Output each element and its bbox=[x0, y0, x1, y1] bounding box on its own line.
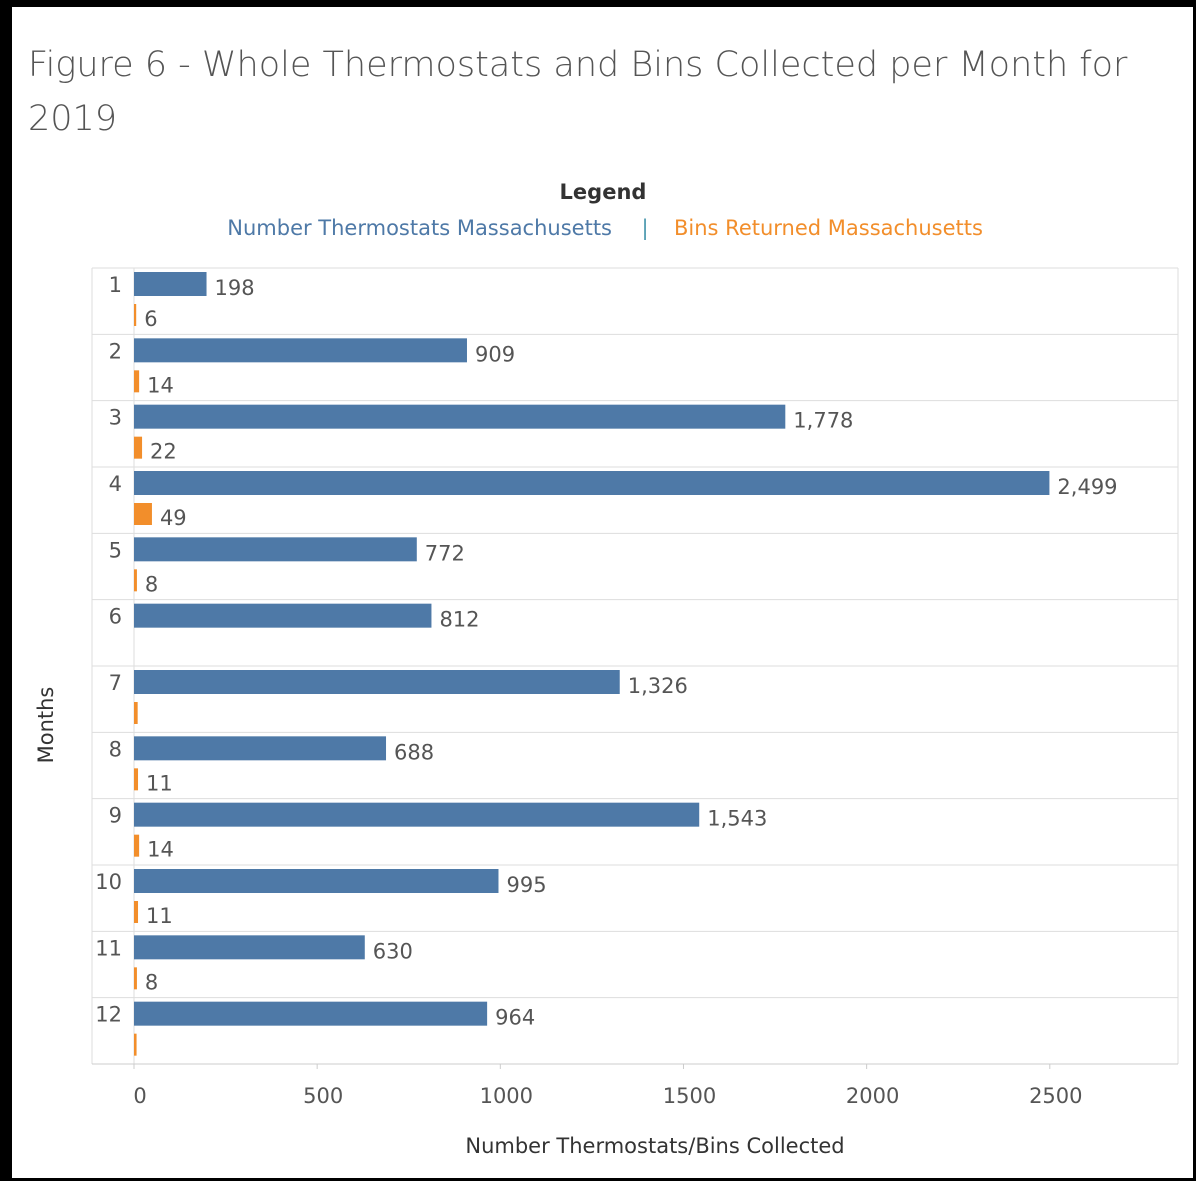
bar bbox=[134, 436, 143, 459]
data-label: 22 bbox=[150, 440, 177, 464]
x-tick-label: 0 bbox=[133, 1084, 146, 1108]
x-tick-label: 1500 bbox=[663, 1084, 716, 1108]
legend-separator: | bbox=[641, 216, 648, 241]
chart-title: Figure 6 - Whole Thermostats and Bins Co… bbox=[28, 45, 1128, 139]
y-tick-label: 5 bbox=[109, 538, 122, 562]
y-tick-label: 1 bbox=[109, 273, 122, 297]
bar bbox=[134, 802, 700, 827]
data-label: 2,499 bbox=[1057, 475, 1117, 499]
y-axis-title: Months bbox=[34, 687, 58, 764]
bar bbox=[134, 370, 140, 393]
bar bbox=[134, 603, 432, 628]
y-tick-label: 7 bbox=[109, 671, 122, 695]
data-label: 11 bbox=[146, 904, 173, 928]
bar bbox=[134, 670, 620, 694]
bar bbox=[134, 404, 786, 429]
data-label: 909 bbox=[475, 342, 515, 366]
y-tick-label: 2 bbox=[109, 339, 122, 363]
y-tick-label: 3 bbox=[109, 406, 122, 430]
legend-title: Legend bbox=[560, 180, 647, 204]
bar bbox=[134, 834, 140, 857]
x-axis-title: Number Thermostats/Bins Collected bbox=[465, 1134, 844, 1158]
bar bbox=[134, 503, 152, 525]
data-label: 11 bbox=[146, 771, 173, 795]
bar bbox=[134, 569, 137, 592]
legend-entry: Bins Returned Massachusetts bbox=[674, 216, 983, 240]
bar bbox=[134, 304, 137, 326]
bar bbox=[134, 736, 387, 761]
x-tick-label: 2000 bbox=[846, 1084, 899, 1108]
y-tick-label: 10 bbox=[95, 870, 122, 894]
bar bbox=[134, 338, 467, 363]
bar bbox=[134, 967, 137, 990]
data-label: 630 bbox=[373, 939, 413, 963]
y-tick-label: 6 bbox=[109, 605, 122, 629]
bar bbox=[134, 1033, 137, 1056]
bar bbox=[134, 869, 499, 893]
data-label: 8 bbox=[145, 970, 158, 994]
x-tick-label: 1000 bbox=[480, 1084, 533, 1108]
bar bbox=[134, 1001, 488, 1026]
data-label: 1,543 bbox=[707, 807, 767, 831]
y-tick-label: 11 bbox=[95, 936, 122, 960]
data-label: 14 bbox=[147, 373, 174, 397]
data-label: 6 bbox=[144, 307, 157, 331]
bar bbox=[134, 537, 417, 562]
data-label: 198 bbox=[215, 276, 255, 300]
data-label: 995 bbox=[506, 873, 546, 897]
bar bbox=[134, 935, 365, 960]
data-label: 14 bbox=[147, 838, 174, 862]
bar bbox=[134, 471, 1050, 495]
data-label: 772 bbox=[425, 541, 465, 565]
data-label: 8 bbox=[145, 572, 158, 596]
data-label: 49 bbox=[160, 506, 187, 530]
y-tick-label: 12 bbox=[95, 1003, 122, 1027]
y-tick-label: 4 bbox=[109, 472, 122, 496]
data-label: 688 bbox=[394, 740, 434, 764]
y-tick-label: 9 bbox=[109, 804, 122, 828]
data-label: 812 bbox=[439, 608, 479, 632]
bar bbox=[134, 272, 207, 296]
x-tick-label: 500 bbox=[303, 1084, 343, 1108]
bar bbox=[134, 768, 139, 791]
data-label: 964 bbox=[495, 1006, 535, 1030]
y-tick-label: 8 bbox=[109, 737, 122, 761]
bar bbox=[134, 901, 139, 923]
data-label: 1,778 bbox=[793, 409, 853, 433]
bar bbox=[134, 702, 138, 724]
data-label: 1,326 bbox=[628, 674, 688, 698]
x-tick-label: 2500 bbox=[1029, 1084, 1082, 1108]
legend-entry: Number Thermostats Massachusetts bbox=[227, 216, 612, 240]
